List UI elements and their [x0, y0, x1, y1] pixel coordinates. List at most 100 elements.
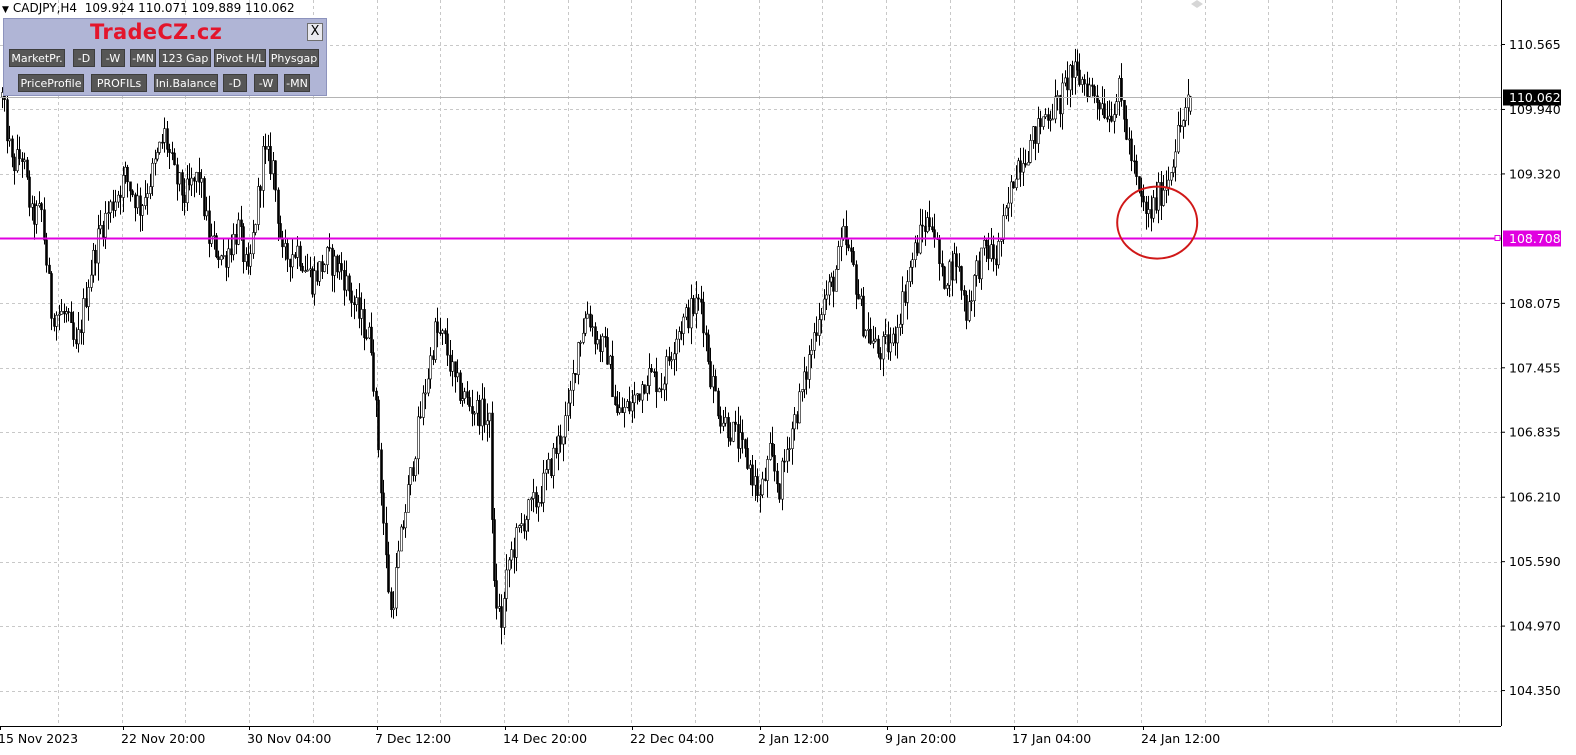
candle-body	[1022, 163, 1025, 173]
candle-body	[296, 245, 299, 258]
candle-body	[623, 407, 626, 413]
profile-mn-button[interactable]: -MN	[284, 74, 310, 92]
current-price-tag: 110.062	[1503, 89, 1561, 106]
candle-body	[493, 519, 496, 581]
candle-body	[552, 447, 555, 476]
candle-body	[791, 428, 794, 449]
candle-body	[451, 361, 454, 372]
highlight-circle[interactable]	[1116, 185, 1199, 260]
level-line-handle[interactable]	[1494, 235, 1501, 241]
time-axis[interactable]: 15 Nov 2023 22 Nov 20:00 30 Nov 04:00 7 Dec…	[0, 726, 1220, 746]
candle-body	[567, 402, 570, 416]
candle-body	[254, 224, 257, 233]
candle-body	[746, 448, 749, 469]
candle-body	[1098, 102, 1101, 110]
candle-body	[1110, 115, 1113, 122]
candle-body	[446, 333, 449, 356]
ini-balance-button[interactable]: Ini.Balance	[154, 74, 218, 92]
candle-body	[911, 259, 914, 268]
candle-body	[380, 449, 383, 494]
pivot-hl-button[interactable]: Pivot H/L	[214, 49, 266, 67]
candle-body	[921, 224, 924, 227]
candle-body	[1074, 61, 1077, 78]
candle-body	[87, 287, 90, 307]
candle-body	[75, 339, 78, 345]
candle-body	[104, 212, 107, 238]
candle-body	[941, 263, 944, 268]
candle-body	[1061, 82, 1064, 115]
physgap-button[interactable]: Physgap	[269, 49, 319, 67]
candle-body	[97, 228, 100, 264]
candle-body	[1174, 151, 1177, 168]
candle-body	[695, 297, 698, 314]
candle-body	[163, 128, 166, 143]
candle-body	[508, 559, 511, 571]
candle-body	[864, 330, 867, 337]
candle-body	[889, 342, 892, 353]
scroll-marker-icon[interactable]	[1191, 0, 1203, 8]
candle-body	[518, 525, 521, 528]
candle-body	[788, 448, 791, 450]
candle-body	[857, 294, 860, 300]
candle-body	[670, 359, 673, 362]
candle-body	[400, 526, 403, 552]
candle-body	[606, 337, 609, 365]
candle-body	[230, 248, 233, 256]
candle-body	[717, 390, 720, 417]
x-tick-label: 2 Jan 12:00	[758, 731, 829, 746]
candle-body	[1125, 118, 1128, 140]
candle-body	[1091, 84, 1094, 87]
candle-body	[874, 338, 877, 342]
candle-body	[468, 397, 471, 407]
profile-d-button[interactable]: -D	[223, 74, 247, 92]
marketpr-button[interactable]: MarketPr.	[9, 49, 65, 67]
symbol-label: CADJPY,H4	[12, 1, 78, 15]
candle-body	[547, 459, 550, 470]
y-tick-label: 104.350	[1509, 683, 1561, 698]
candle-body	[90, 274, 93, 288]
candle-body	[82, 298, 85, 333]
candle-body	[618, 407, 621, 413]
candle-body	[850, 247, 853, 252]
candle-body	[119, 194, 122, 198]
candle-body	[181, 172, 184, 196]
candle-body	[136, 195, 139, 209]
candle-body	[225, 255, 228, 268]
candle-body	[579, 342, 582, 344]
marketpr-mn-button[interactable]: -MN	[130, 49, 156, 67]
candle-body	[805, 371, 808, 380]
candle-body	[67, 311, 70, 313]
candle-body	[328, 247, 331, 249]
profile-w-button[interactable]: -W	[254, 74, 278, 92]
candle-body	[1108, 115, 1111, 120]
candle-body	[527, 499, 530, 520]
x-tick-label: 24 Jan 12:00	[1141, 731, 1220, 746]
candle-body	[1167, 179, 1170, 188]
candle-body	[454, 361, 457, 378]
marketpr-d-button[interactable]: -D	[73, 49, 95, 67]
candle-body	[931, 226, 934, 231]
candle-body	[58, 314, 61, 316]
candle-body	[815, 332, 818, 336]
candle-body	[365, 337, 368, 339]
candle-body	[628, 401, 631, 412]
profils-button[interactable]: PROFILs	[91, 74, 147, 92]
priceprofile-button[interactable]: PriceProfile	[18, 74, 84, 92]
gap-123-button[interactable]: 123 Gap	[159, 49, 211, 67]
candle-body	[166, 128, 169, 150]
current-price-label: 110.062	[1509, 90, 1561, 105]
candle-body	[808, 354, 811, 380]
candle-body	[574, 373, 577, 376]
candle-body	[13, 156, 16, 172]
y-tick-label: 104.970	[1509, 619, 1561, 634]
close-panel-button[interactable]: X	[307, 23, 323, 41]
price-axis[interactable]: 110.565 109.940 109.320 108.075 107.455 106.8…	[1501, 37, 1561, 698]
candle-body	[345, 275, 348, 291]
dropdown-triangle-icon[interactable]: ▼	[2, 5, 9, 15]
y-tick-label: 107.455	[1509, 360, 1561, 375]
marketpr-w-button[interactable]: -W	[101, 49, 125, 67]
candle-body	[220, 255, 223, 260]
candle-body	[210, 235, 213, 244]
candle-body	[655, 371, 658, 393]
